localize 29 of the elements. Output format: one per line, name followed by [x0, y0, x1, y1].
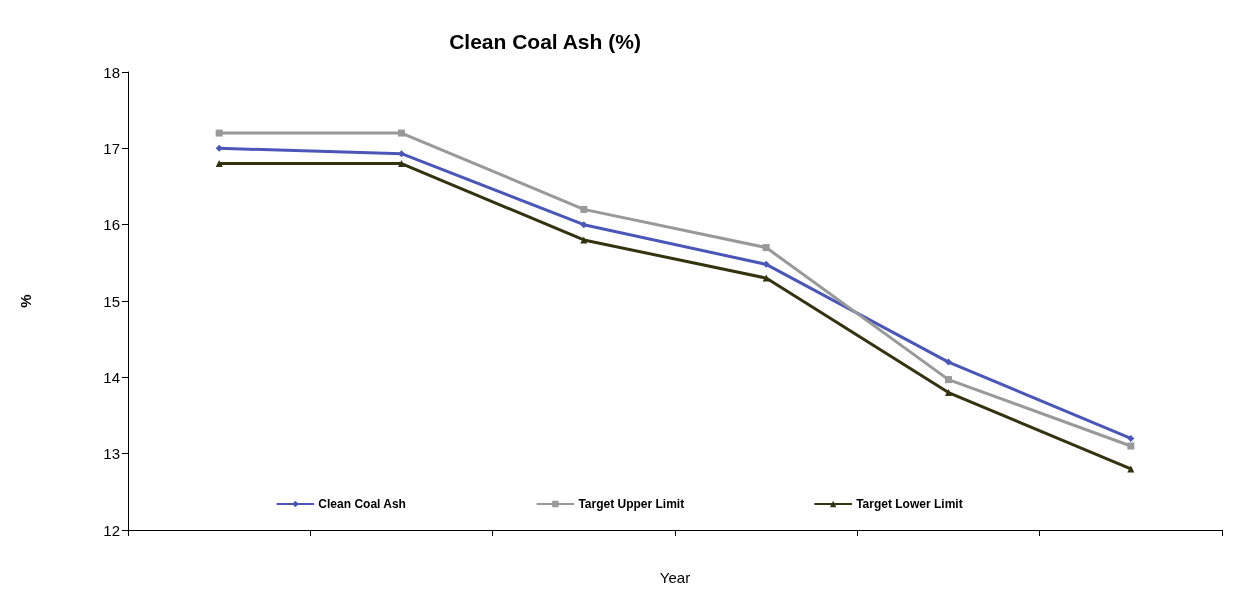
point	[945, 389, 952, 397]
point	[215, 129, 223, 137]
point	[1127, 442, 1135, 450]
point	[398, 129, 405, 137]
point	[215, 160, 223, 168]
point	[580, 205, 588, 213]
legend-label: Clean Coal Ash	[318, 497, 406, 511]
point	[398, 150, 405, 158]
y-tick-label: 15	[103, 292, 120, 310]
y-tick-label: 12	[103, 521, 120, 539]
y-tick-label: 16	[103, 216, 120, 234]
legend-label: Target Upper Limit	[578, 497, 685, 511]
point	[762, 274, 770, 282]
point	[398, 160, 405, 168]
y-tick-label: 17	[103, 139, 120, 157]
point	[945, 376, 952, 384]
x-axis-title: Year	[659, 569, 691, 586]
chart-title: Clean Coal Ash (%)	[449, 30, 641, 53]
point	[1127, 434, 1135, 442]
y-tick-label: 13	[103, 445, 120, 463]
point	[215, 144, 223, 152]
y-axis-title: %	[17, 294, 34, 308]
point	[945, 358, 952, 366]
point	[762, 244, 770, 252]
y-tick-label: 18	[103, 63, 120, 81]
y-tick-label: 14	[103, 368, 120, 386]
legend-label: Target Lower Limit	[856, 497, 963, 511]
point	[580, 221, 588, 229]
point	[762, 260, 770, 268]
